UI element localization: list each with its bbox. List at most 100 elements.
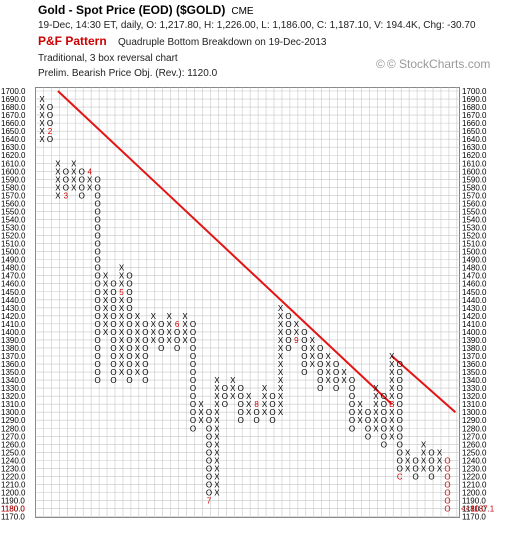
x-mark: X [421, 456, 427, 465]
o-mark: O [301, 336, 307, 345]
y-tick-label-left: 1650.0 [1, 127, 26, 136]
x-mark: X [214, 448, 220, 457]
o-mark: O [317, 368, 323, 377]
o-mark: O [397, 432, 403, 441]
x-mark: X [246, 392, 252, 401]
y-tick-label-left: 1500.0 [1, 248, 26, 257]
o-mark: O [190, 336, 196, 345]
o-mark: O [95, 320, 101, 329]
x-mark: X [405, 464, 411, 473]
o-mark: O [349, 400, 355, 409]
o-mark: O [238, 400, 244, 409]
o-mark: O [190, 408, 196, 417]
brand-text: © StockCharts.com [386, 57, 491, 71]
y-tick-label-left: 1330.0 [1, 384, 26, 393]
o-mark: O [254, 408, 260, 417]
y-tick-label-left: 1670.0 [1, 111, 26, 120]
y-tick-label-right: 1570.0 [462, 191, 487, 200]
x-mark: X [39, 127, 45, 136]
o-mark: O [190, 320, 196, 329]
y-tick-label-right: 1490.0 [462, 256, 487, 265]
x-mark: X [103, 296, 109, 305]
x-mark: X [55, 175, 61, 184]
y-tick-label-right: 1230.0 [462, 464, 487, 473]
o-mark: O [381, 424, 387, 433]
o-mark: O [95, 360, 101, 369]
x-mark: X [214, 376, 220, 385]
o-mark: O [95, 248, 101, 257]
x-mark: X [389, 360, 395, 369]
y-tick-label-right: 1500.0 [462, 248, 487, 257]
x-mark: X [214, 392, 220, 401]
month-marker: B [389, 400, 394, 409]
o-mark: O [95, 288, 101, 297]
x-mark: X [103, 328, 109, 337]
o-mark: O [142, 328, 148, 337]
x-mark: X [151, 336, 157, 345]
o-mark: O [349, 384, 355, 393]
o-mark: O [63, 183, 69, 192]
y-tick-label-left: 1430.0 [1, 304, 26, 313]
y-tick-label-right: 1650.0 [462, 127, 487, 136]
x-mark: X [119, 264, 125, 273]
y-tick-label-right: 1520.0 [462, 232, 487, 241]
o-mark: O [238, 384, 244, 393]
y-tick-label-right: 1430.0 [462, 304, 487, 313]
x-mark: X [389, 384, 395, 393]
x-mark: X [103, 312, 109, 321]
y-tick-label-right: 1470.0 [462, 272, 487, 281]
x-mark: X [119, 320, 125, 329]
o-mark: O [222, 384, 228, 393]
y-tick-label-left: 1190.0 [1, 497, 25, 506]
month-marker: 2 [48, 127, 53, 136]
o-mark: O [444, 489, 450, 498]
x-mark: X [214, 464, 220, 473]
y-tick-label-right: 1510.0 [462, 240, 487, 249]
x-mark: X [103, 280, 109, 289]
y-tick-label-right: 1670.0 [462, 111, 487, 120]
o-mark: O [158, 320, 164, 329]
y-tick-label-right: 1700.0 [462, 87, 487, 96]
x-mark: X [405, 456, 411, 465]
o-mark: O [110, 296, 116, 305]
o-mark: O [397, 456, 403, 465]
y-tick-label-right: 1440.0 [462, 296, 487, 305]
o-mark: O [381, 400, 387, 409]
o-mark: O [142, 376, 148, 385]
x-mark: X [278, 312, 284, 321]
y-tick-label-right: 1210.0 [462, 480, 487, 489]
x-mark: X [119, 272, 125, 281]
x-mark: X [151, 320, 157, 329]
x-mark: X [278, 408, 284, 417]
o-mark: O [174, 336, 180, 345]
o-mark: O [95, 224, 101, 233]
y-tick-label-left: 1340.0 [1, 376, 26, 385]
y-tick-label-left: 1280.0 [1, 424, 26, 433]
x-mark: X [71, 159, 77, 168]
o-mark: O [285, 328, 291, 337]
o-mark: O [126, 304, 132, 313]
y-tick-label-left: 1210.0 [1, 480, 26, 489]
y-tick-label-left: 1460.0 [1, 280, 26, 289]
y-tick-label-right: 1240.0 [462, 456, 487, 465]
o-mark: O [126, 352, 132, 361]
y-tick-label-right: 1400.0 [462, 328, 487, 337]
o-mark: O [190, 376, 196, 385]
x-mark: X [119, 296, 125, 305]
x-mark: X [135, 360, 141, 369]
y-tick-label-right: 1350.0 [462, 368, 487, 377]
x-mark: X [182, 328, 188, 337]
x-mark: X [214, 480, 220, 489]
o-mark: O [110, 304, 116, 313]
x-mark: X [262, 384, 268, 393]
y-tick-label-left: 1510.0 [1, 240, 26, 249]
month-marker: 5 [119, 288, 124, 297]
trendline [57, 90, 393, 405]
x-mark: X [103, 288, 109, 297]
y-tick-label-left: 1170.0 [1, 513, 25, 522]
x-mark: X [167, 312, 173, 321]
x-mark: X [135, 368, 141, 377]
o-mark: O [317, 360, 323, 369]
o-mark: O [381, 392, 387, 401]
o-mark: O [444, 456, 450, 465]
